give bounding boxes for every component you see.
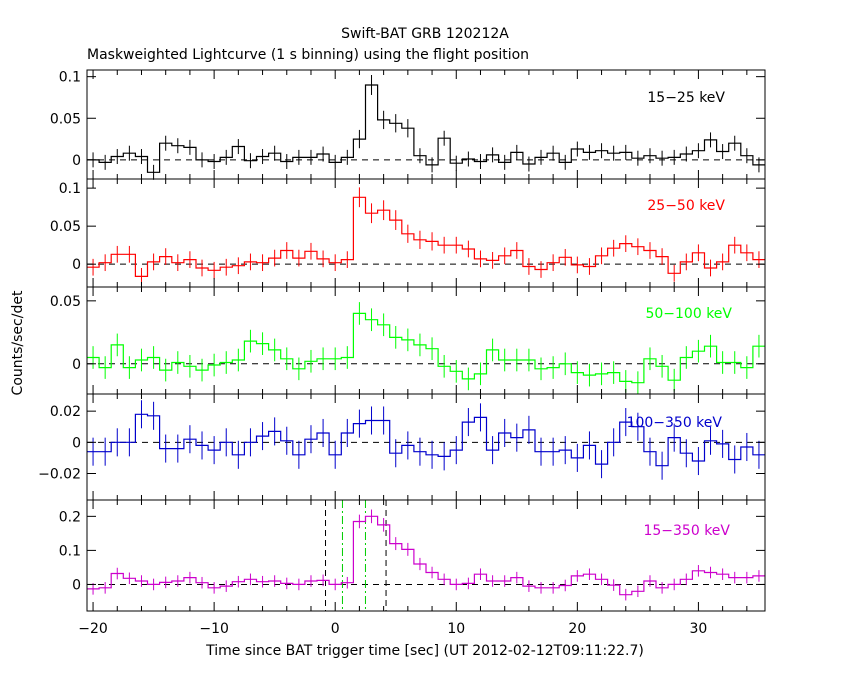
panel-3: 0 0.05 50−100 keV — [50, 286, 766, 395]
x-tick-label: −10 — [199, 621, 229, 637]
band-label: 25−50 keV — [647, 198, 725, 214]
panel-5: 0 0.1 0.2 15−350 keV — [59, 499, 766, 612]
y-tick-label: −0.02 — [38, 467, 81, 483]
panels-group: 0 0.05 0.1 15−25 keV 0 0.05 0.1 25−50 keV 0 0.05 5… — [38, 69, 766, 637]
x-tick-label: 30 — [689, 621, 707, 637]
y-tick-label: 0.1 — [59, 543, 81, 559]
y-tick-label: 0 — [72, 577, 81, 593]
band-label: 100−350 keV — [627, 415, 723, 431]
lightcurve-step-4 — [87, 413, 765, 467]
band-label: 15−350 keV — [643, 523, 730, 539]
lightcurve-step-2 — [87, 196, 765, 277]
y-tick-label: 0 — [72, 435, 81, 451]
x-tick-label: −20 — [78, 621, 108, 637]
panel-1: 0 0.05 0.1 15−25 keV — [50, 69, 766, 180]
x-tick-label: 20 — [568, 621, 586, 637]
figure-title: Swift-BAT GRB 120212A — [341, 26, 509, 42]
band-label: 15−25 keV — [647, 90, 725, 106]
panel-4: −0.02 0 0.02 100−350 keV — [38, 393, 766, 501]
y-tick-label: 0.05 — [50, 111, 81, 127]
x-tick-label: 10 — [447, 621, 465, 637]
x-axis-label: Time since BAT trigger time [sec] (UT 20… — [205, 643, 644, 659]
lightcurve-step-5 — [87, 515, 765, 596]
y-tick-label: 0.05 — [50, 219, 81, 235]
x-tick-label: 0 — [331, 621, 340, 637]
band-label: 50−100 keV — [645, 306, 732, 322]
y-tick-label: 0 — [72, 357, 81, 373]
figure-subtitle: Maskweighted Lightcurve (1 s binning) us… — [87, 47, 529, 63]
y-tick-label: 0.1 — [59, 70, 81, 86]
panel-2: 0 0.05 0.1 25−50 keV — [50, 178, 766, 288]
lightcurve-step-1 — [87, 84, 765, 173]
y-tick-label: 0 — [72, 153, 81, 169]
y-tick-label: 0.1 — [59, 181, 81, 197]
panel-frame — [86, 499, 766, 612]
y-tick-label: 0 — [72, 257, 81, 273]
y-tick-label: 0.05 — [50, 294, 81, 310]
y-axis-label: Counts/sec/det — [10, 290, 26, 395]
y-tick-label: 0.02 — [50, 404, 81, 420]
y-tick-label: 0.2 — [59, 509, 81, 525]
